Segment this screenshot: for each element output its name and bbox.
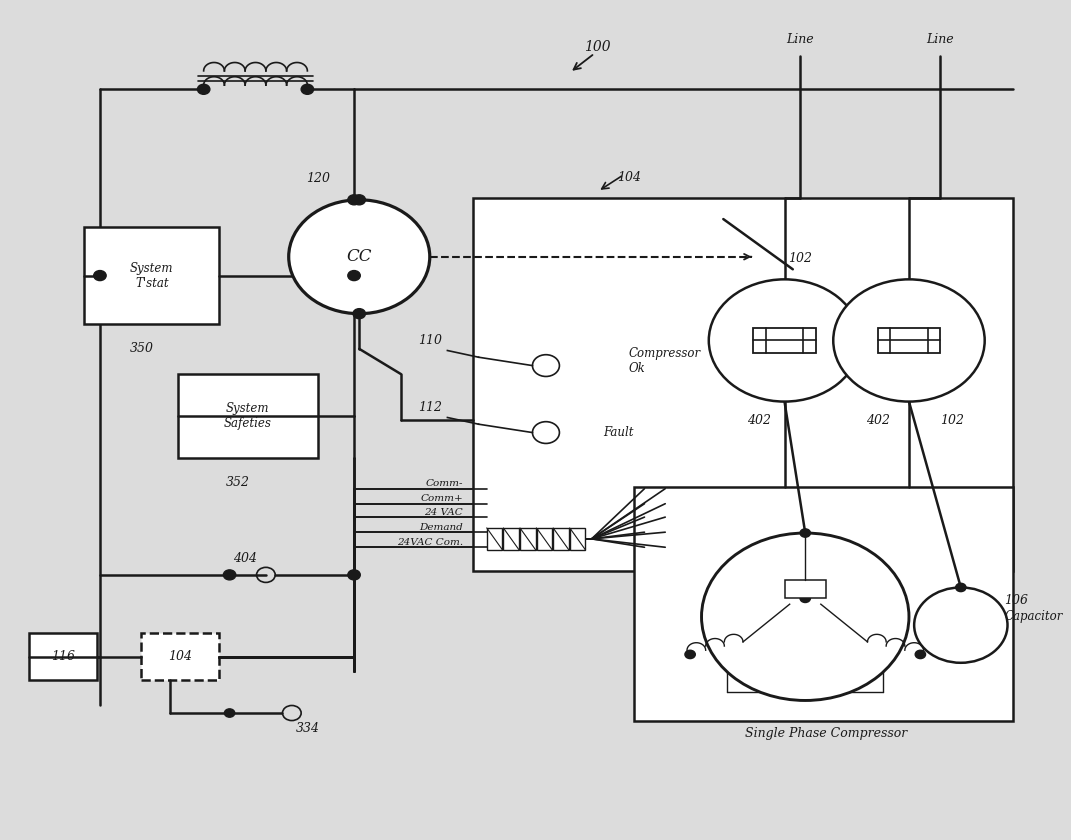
Circle shape [301,84,314,94]
Text: Capacitor: Capacitor [1005,610,1062,623]
Bar [178,374,318,458]
Circle shape [348,195,360,205]
Bar [29,633,96,680]
Circle shape [800,594,811,602]
Text: 350: 350 [130,343,153,355]
Text: System
Safeties: System Safeties [224,402,272,430]
Text: Line: Line [926,33,954,45]
Text: 104: 104 [168,650,193,663]
Text: 352: 352 [225,476,250,489]
Text: 106: 106 [1005,594,1028,606]
Text: 24VAC Com.: 24VAC Com. [397,538,463,547]
Circle shape [833,280,984,402]
Circle shape [916,650,925,659]
Circle shape [532,354,559,376]
Bar [487,528,502,549]
Bar [554,528,569,549]
Text: 112: 112 [418,401,442,414]
Circle shape [685,650,695,659]
Text: 404: 404 [233,552,257,564]
Circle shape [532,422,559,444]
Text: System
T'stat: System T'stat [130,261,174,290]
Bar [634,487,1013,722]
Circle shape [353,195,365,205]
Text: 102: 102 [788,252,812,265]
Circle shape [289,200,429,313]
Circle shape [709,280,860,402]
Text: 110: 110 [418,334,442,347]
Text: Fault: Fault [603,426,633,439]
Text: Single Phase Compressor: Single Phase Compressor [744,727,907,740]
Bar [85,228,220,323]
Text: 120: 120 [305,172,330,186]
Bar [503,528,519,549]
Text: Comm+: Comm+ [420,494,463,503]
Circle shape [955,583,966,591]
Text: Line: Line [786,33,814,45]
Bar [570,528,586,549]
Text: Comm-: Comm- [425,479,463,488]
Bar [141,633,220,680]
Circle shape [225,709,235,717]
Text: 402: 402 [865,413,890,427]
Text: 104: 104 [617,171,640,184]
Text: 102: 102 [940,413,965,427]
Circle shape [702,533,909,701]
Bar [521,528,536,549]
Circle shape [93,270,106,281]
Text: CC: CC [347,249,372,265]
Bar [878,328,940,353]
Text: 100: 100 [585,40,612,55]
Bar [473,198,1013,570]
Circle shape [224,570,236,580]
Bar [537,528,553,549]
Text: Demand: Demand [419,522,463,532]
Circle shape [348,570,360,580]
Text: Compressor
Ok: Compressor Ok [629,348,702,375]
Text: 334: 334 [296,722,319,735]
Bar [753,328,816,353]
Circle shape [800,529,811,538]
Circle shape [197,84,210,94]
Text: 116: 116 [51,650,75,663]
Text: 24 VAC: 24 VAC [424,507,463,517]
Bar [784,580,826,598]
Circle shape [915,587,1008,663]
Circle shape [348,270,360,281]
Circle shape [353,308,365,318]
Text: 402: 402 [746,413,770,427]
